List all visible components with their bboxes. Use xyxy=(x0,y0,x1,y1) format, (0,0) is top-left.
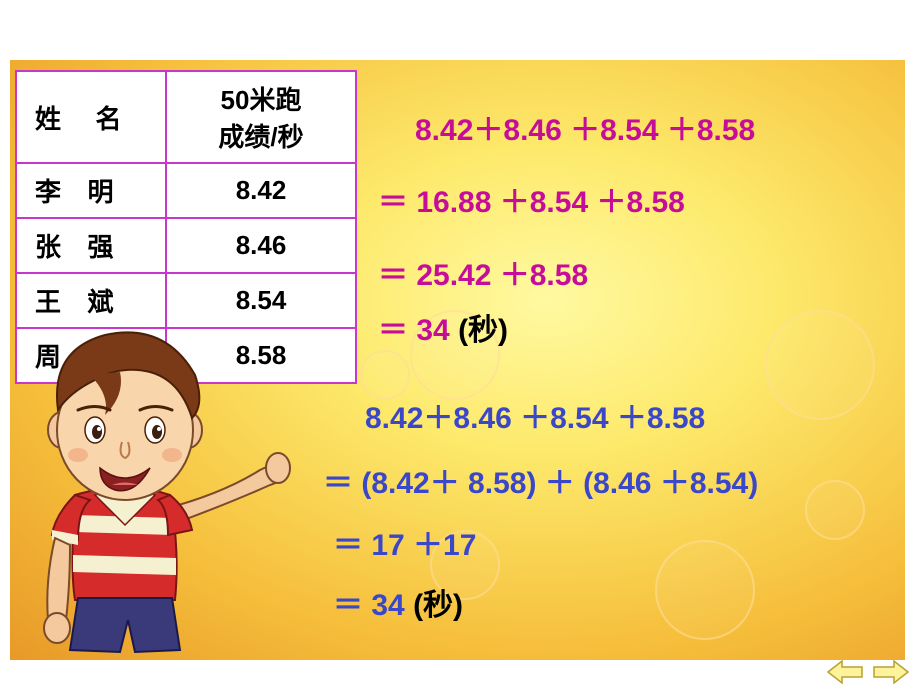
row-name: 张 强 xyxy=(16,218,166,273)
row-score: 8.42 xyxy=(166,163,356,218)
boy-illustration xyxy=(0,300,310,660)
calc2-line3-val: 17 ＋17 xyxy=(371,529,476,562)
table-header-row: 姓 名 50米跑 成绩/秒 xyxy=(16,71,356,163)
calc1-line3: ＝ 25.42 ＋8.58 xyxy=(378,250,588,294)
equals-sign: ＝ xyxy=(378,259,408,292)
row-score: 8.46 xyxy=(166,218,356,273)
table-row: 张 强 8.46 xyxy=(16,218,356,273)
decorative-bubble xyxy=(765,310,875,420)
calc2-line2: ＝ (8.42＋ 8.58) ＋ (8.46 ＋8.54) xyxy=(323,458,758,502)
next-arrow-icon[interactable] xyxy=(872,659,910,685)
calc1-line2-val: 16.88 ＋8.54 ＋8.58 xyxy=(416,186,685,219)
header-name: 姓 名 xyxy=(16,71,166,163)
calc2-line4-val: 34 xyxy=(371,589,404,622)
prev-arrow-icon[interactable] xyxy=(826,659,864,685)
equals-sign: ＝ xyxy=(378,314,408,347)
calc1-line3-val: 25.42 ＋8.58 xyxy=(416,259,588,292)
calc2-line3: ＝ 17 ＋17 xyxy=(333,520,476,564)
calc1-line4: ＝ 34 (秒) xyxy=(378,305,508,349)
header-score: 50米跑 成绩/秒 xyxy=(166,71,356,163)
equals-sign: ＝ xyxy=(333,589,363,622)
header-score-line1: 50米跑 xyxy=(179,80,343,117)
equals-sign: ＝ xyxy=(378,186,408,219)
calc1-line2: ＝ 16.88 ＋8.54 ＋8.58 xyxy=(378,177,685,221)
calc2-unit: (秒) xyxy=(413,589,463,622)
calc2-line1: 8.42＋8.46 ＋8.54 ＋8.58 xyxy=(365,393,705,437)
calc2-line2-val: (8.42＋ 8.58) ＋ (8.46 ＋8.54) xyxy=(361,467,758,500)
equals-sign: ＝ xyxy=(323,467,353,500)
calc2-line4: ＝ 34 (秒) xyxy=(333,580,463,624)
decorative-bubble xyxy=(655,540,755,640)
header-score-line2: 成绩/秒 xyxy=(179,117,343,154)
equals-sign: ＝ xyxy=(333,529,363,562)
calc1-line1: 8.42＋8.46 ＋8.54 ＋8.58 xyxy=(415,105,755,149)
row-name: 李 明 xyxy=(16,163,166,218)
calc1-unit: (秒) xyxy=(458,314,508,347)
calc1-line4-val: 34 xyxy=(416,314,449,347)
nav-arrows xyxy=(826,659,910,685)
decorative-bubble xyxy=(805,480,865,540)
table-row: 李 明 8.42 xyxy=(16,163,356,218)
